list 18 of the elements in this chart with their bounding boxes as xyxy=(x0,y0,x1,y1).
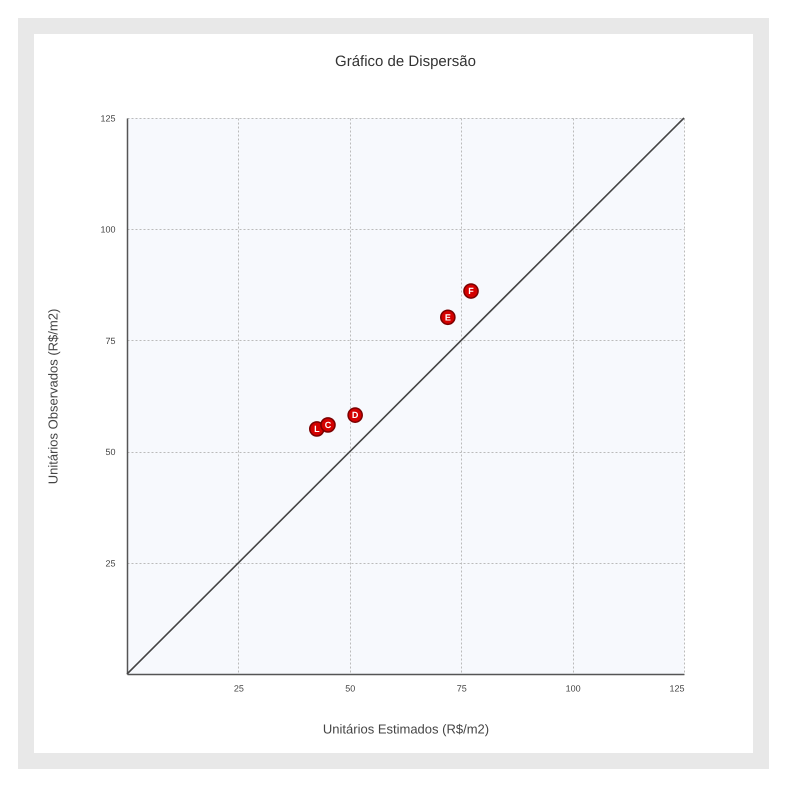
chart-title: Gráfico de Dispersão xyxy=(335,53,476,70)
x-tick-label: 125 xyxy=(669,684,684,694)
y-tick-label: 125 xyxy=(100,114,116,124)
x-tick-label: 50 xyxy=(345,684,356,694)
y-tick-label: 75 xyxy=(105,336,116,346)
annotation: E xyxy=(444,312,451,322)
y-tick-label: 50 xyxy=(105,447,116,458)
x-tick-label: 25 xyxy=(234,684,244,694)
annotation: F xyxy=(468,286,474,296)
x-tick-label: 75 xyxy=(456,684,467,694)
y-tick-label: 25 xyxy=(105,558,116,568)
annotation: C xyxy=(324,420,332,430)
annotation: D xyxy=(352,410,359,420)
x-tick-label: 100 xyxy=(566,684,581,694)
y-axis-title: Unitários Observados (R$/m2) xyxy=(45,308,60,484)
annotation: L xyxy=(314,424,320,434)
y-tick-label: 100 xyxy=(100,224,116,235)
x-axis-title: Unitários Estimados (R$/m2) xyxy=(322,722,490,736)
